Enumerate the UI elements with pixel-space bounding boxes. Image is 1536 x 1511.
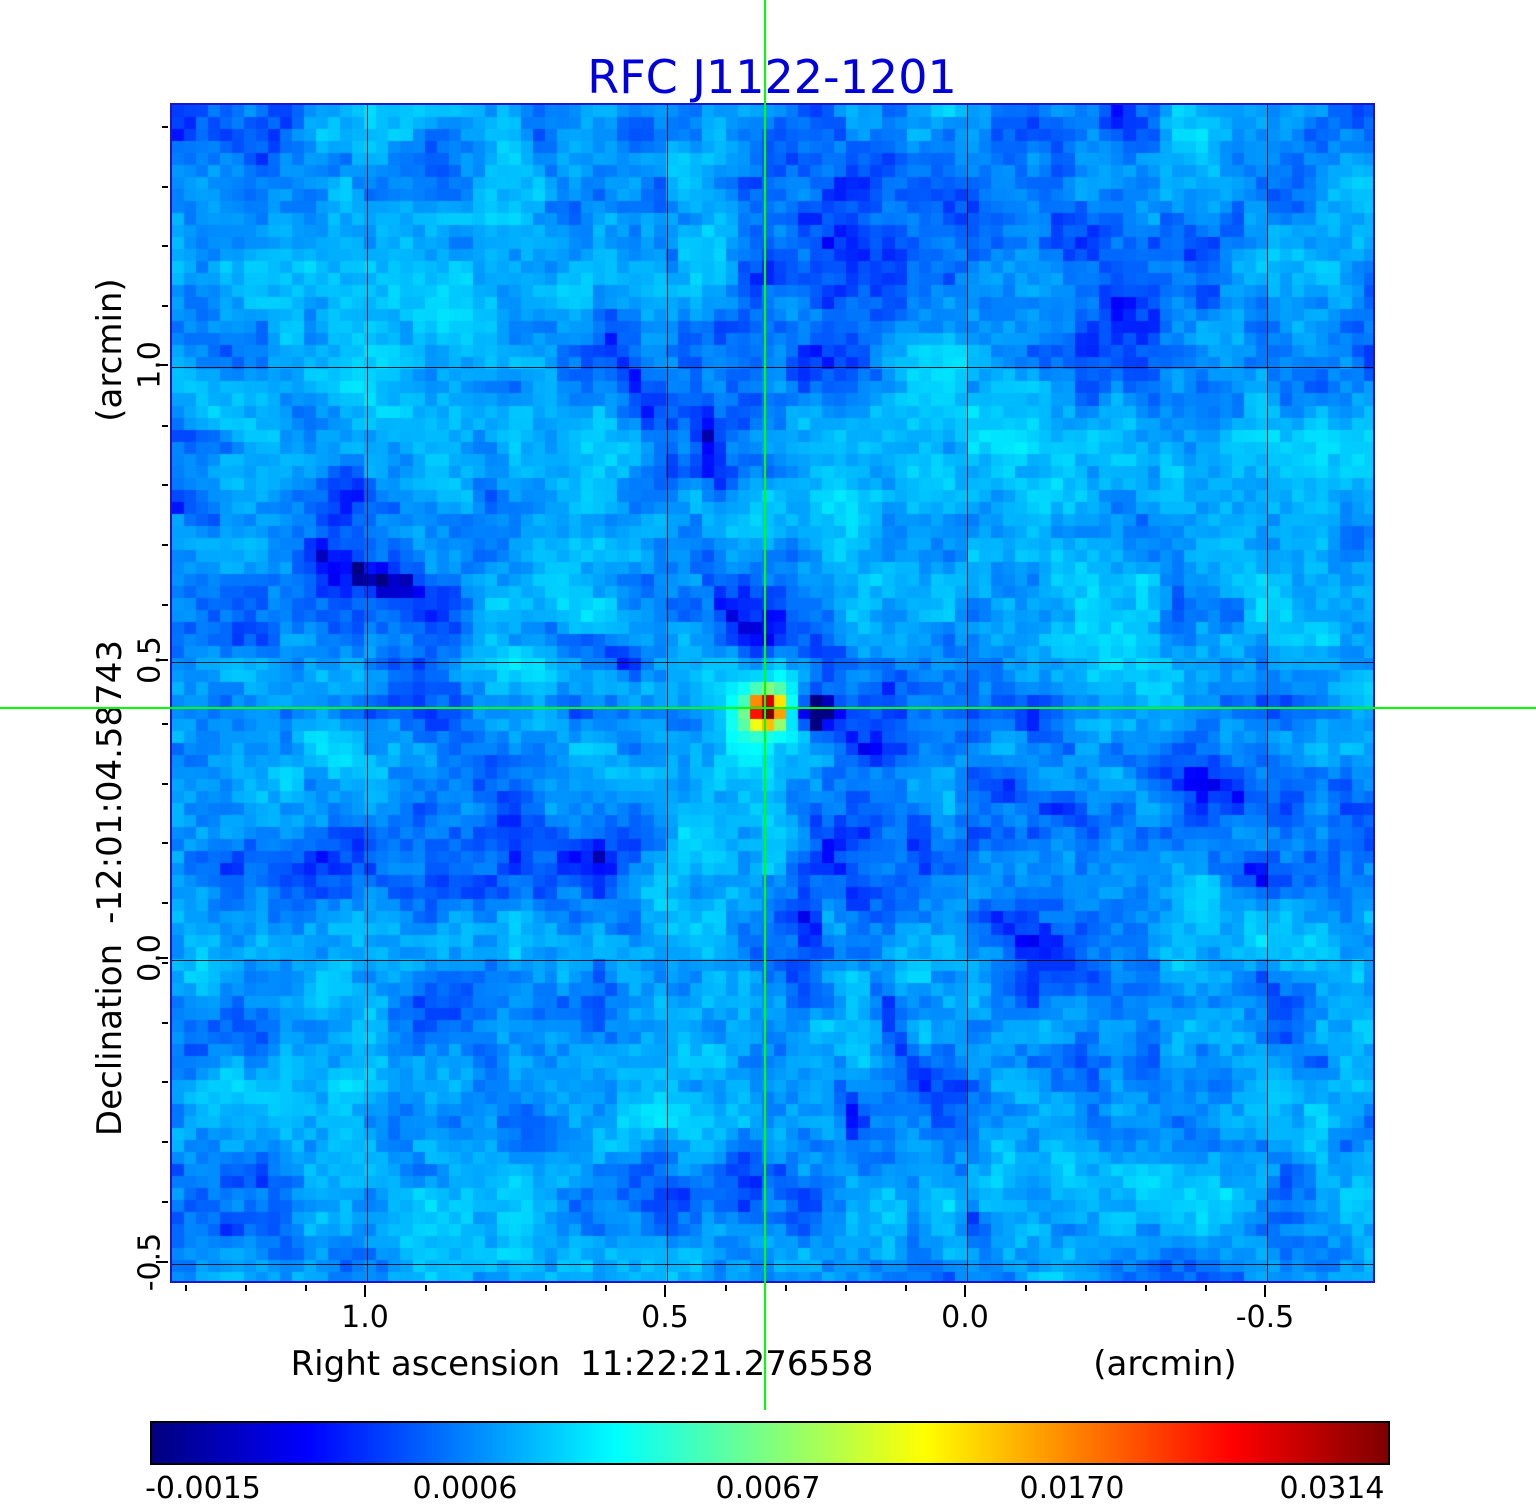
y-axis-unit-label: (arcmin) [90,278,130,422]
axis-tick [605,1285,607,1291]
colorbar-gradient-canvas [152,1423,1388,1463]
gridline-vertical [667,105,668,1281]
axis-tick [162,723,168,725]
axis-tick [156,1261,168,1263]
axis-tick [162,842,168,844]
axis-tick [1085,1285,1087,1291]
axis-tick [364,1285,366,1297]
axis-tick [425,1285,427,1291]
crosshair-horizontal-line [0,707,1536,709]
axis-tick [185,1285,187,1291]
colorbar-tick-label-5: 0.0314 [1279,1471,1385,1506]
plot-area [170,103,1375,1283]
y-axis-label: Declination -12:01:04.58743 [90,640,130,1136]
colorbar [150,1421,1390,1465]
axis-tick [162,126,168,128]
axis-tick [1325,1285,1327,1291]
axis-tick [545,1285,547,1291]
plot-title: RFC J1122-1201 [587,50,957,104]
axis-tick [785,1285,787,1291]
y-tick-label-1: 1.0 [132,341,168,389]
gridline-vertical [367,105,368,1281]
x-axis-coordinate: 11:22:21.276558 [580,1344,874,1384]
colorbar-tick-label-4: 0.0170 [1019,1471,1125,1506]
y-tick-label-4: -0.5 [132,1232,168,1292]
x-axis-unit-label: (arcmin) [1093,1344,1237,1384]
x-tick-label-4: -0.5 [1235,1300,1295,1335]
axis-tick [162,245,168,247]
axis-tick [305,1285,307,1291]
x-tick-label-3: 0.0 [941,1300,989,1335]
x-tick-label-1: 1.0 [341,1300,389,1335]
axis-tick [162,425,168,427]
x-tick-label-2: 0.5 [641,1300,689,1335]
gridline-horizontal [172,367,1373,368]
axis-tick [725,1285,727,1291]
axis-tick [162,962,168,964]
axis-tick [905,1285,907,1291]
colorbar-tick-label-3: 0.0067 [715,1471,821,1506]
axis-tick [162,544,168,546]
y-axis-coordinate: -12:01:04.58743 [90,639,130,924]
axis-tick [485,1285,487,1291]
gridline-vertical [1267,105,1268,1281]
x-axis-label: Right ascension 11:22:21.276558 [291,1344,874,1384]
axis-tick [1205,1285,1207,1291]
axis-tick [845,1285,847,1291]
axis-tick [156,659,168,661]
heatmap-canvas [172,105,1373,1281]
axis-tick [1264,1285,1266,1297]
axis-tick [162,305,168,307]
gridline-horizontal [172,662,1373,663]
axis-tick [162,902,168,904]
axis-tick [964,1285,966,1297]
axis-tick [162,1141,168,1143]
axis-tick [162,783,168,785]
axis-tick [156,957,168,959]
y-tick-label-3: 0.0 [132,934,168,982]
axis-tick [1025,1285,1027,1291]
gridline-vertical [967,105,968,1281]
x-axis-name: Right ascension [290,1344,561,1384]
axis-tick [162,1022,168,1024]
crosshair-vertical-line [764,0,766,1410]
axis-tick [1145,1285,1147,1291]
axis-tick [162,604,168,606]
y-axis-name: Declination [90,943,130,1137]
axis-tick [162,1201,168,1203]
colorbar-tick-label-1: -0.0015 [145,1471,261,1506]
gridline-horizontal [172,1264,1373,1265]
axis-tick [162,484,168,486]
axis-tick [162,186,168,188]
axis-tick [162,1081,168,1083]
axis-tick [156,364,168,366]
gridline-horizontal [172,960,1373,961]
y-tick-label-2: 0.5 [132,636,168,684]
colorbar-tick-label-2: 0.0006 [412,1471,518,1506]
axis-tick [664,1285,666,1297]
axis-tick [245,1285,247,1291]
